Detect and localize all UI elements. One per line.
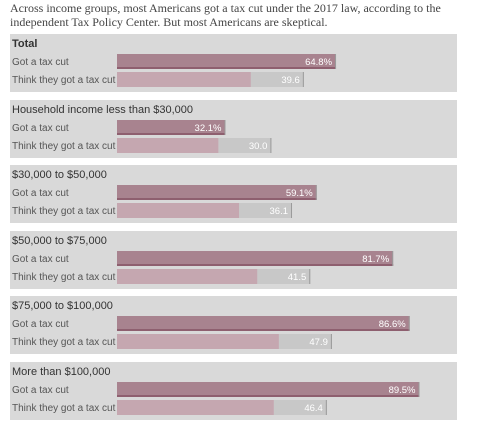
perceived-tax-cut-bar	[117, 203, 240, 218]
perceived-value-label: 39.6	[281, 75, 300, 86]
perceived-bar-ghost	[218, 138, 272, 153]
group-label: Total	[12, 38, 37, 50]
actual-tax-cut-bar-underline	[117, 395, 420, 397]
bar-end-tick	[408, 316, 410, 331]
perceived-value-label: 47.9	[309, 337, 328, 348]
bar-end-tick	[302, 72, 304, 87]
actual-value-label: 32.1%	[195, 123, 222, 134]
bar-row-label: Got a tax cut	[12, 188, 69, 199]
bar-row-label: Got a tax cut	[12, 385, 69, 396]
actual-value-label: 81.7%	[362, 254, 389, 265]
group-label: $75,000 to $100,000	[12, 300, 113, 312]
bar-end-tick	[392, 251, 394, 266]
bar-end-tick	[270, 138, 272, 153]
group-label: More than $100,000	[12, 366, 110, 378]
bar-row-label: Think they got a tax cut	[12, 206, 116, 217]
perceived-bar-ghost	[250, 72, 304, 87]
bar-end-tick	[315, 185, 317, 200]
perceived-value-label: 46.4	[304, 403, 323, 414]
group-label: Household income less than $30,000	[12, 104, 193, 116]
perceived-bar-ghost	[239, 203, 293, 218]
actual-value-label: 89.5%	[389, 385, 416, 396]
group-label: $50,000 to $75,000	[12, 235, 107, 247]
bar-row-label: Think they got a tax cut	[12, 403, 116, 414]
perceived-value-label: 30.0	[249, 141, 268, 152]
bar-end-tick	[335, 54, 337, 69]
bar-row-label: Think they got a tax cut	[12, 141, 116, 152]
bar-row-label: Got a tax cut	[12, 57, 69, 68]
actual-tax-cut-bar	[117, 185, 317, 200]
perceived-tax-cut-bar	[117, 334, 279, 349]
actual-tax-cut-bar-underline	[117, 133, 226, 135]
bar-row-label: Got a tax cut	[12, 123, 69, 134]
intro-text: Across income groups, most Americans got…	[10, 1, 441, 29]
bar-row-label: Think they got a tax cut	[12, 75, 116, 86]
bar-end-tick	[418, 382, 420, 397]
actual-value-label: 86.6%	[379, 319, 406, 330]
group-label: $30,000 to $50,000	[12, 169, 107, 181]
actual-tax-cut-bar	[117, 120, 226, 135]
perceived-tax-cut-bar	[117, 269, 258, 284]
perceived-tax-cut-bar	[117, 138, 219, 153]
bar-end-tick	[224, 120, 226, 135]
perceived-tax-cut-bar	[117, 400, 274, 415]
bar-end-tick	[325, 400, 327, 415]
perceived-value-label: 36.1	[270, 206, 289, 217]
actual-tax-cut-bar	[117, 54, 337, 69]
actual-tax-cut-bar-underline	[117, 198, 317, 200]
actual-tax-cut-bar-underline	[117, 329, 410, 331]
actual-value-label: 64.8%	[305, 57, 332, 68]
bar-row-label: Think they got a tax cut	[12, 272, 116, 283]
actual-value-label: 59.1%	[286, 188, 313, 199]
actual-tax-cut-bar-underline	[117, 67, 337, 69]
bar-end-tick	[291, 203, 293, 218]
bar-row-label: Think they got a tax cut	[12, 337, 116, 348]
perceived-bar-ghost	[257, 269, 311, 284]
bar-row-label: Got a tax cut	[12, 319, 69, 330]
actual-tax-cut-bar	[117, 316, 410, 331]
perceived-value-label: 41.5	[288, 272, 307, 283]
perceived-tax-cut-bar	[117, 72, 251, 87]
perceived-bar-ghost	[278, 334, 332, 349]
actual-tax-cut-bar-underline	[117, 264, 394, 266]
bar-end-tick	[330, 334, 332, 349]
bar-end-tick	[309, 269, 311, 284]
perceived-bar-ghost	[273, 400, 327, 415]
actual-tax-cut-bar	[117, 251, 394, 266]
bar-row-label: Got a tax cut	[12, 254, 69, 265]
actual-tax-cut-bar	[117, 382, 420, 397]
